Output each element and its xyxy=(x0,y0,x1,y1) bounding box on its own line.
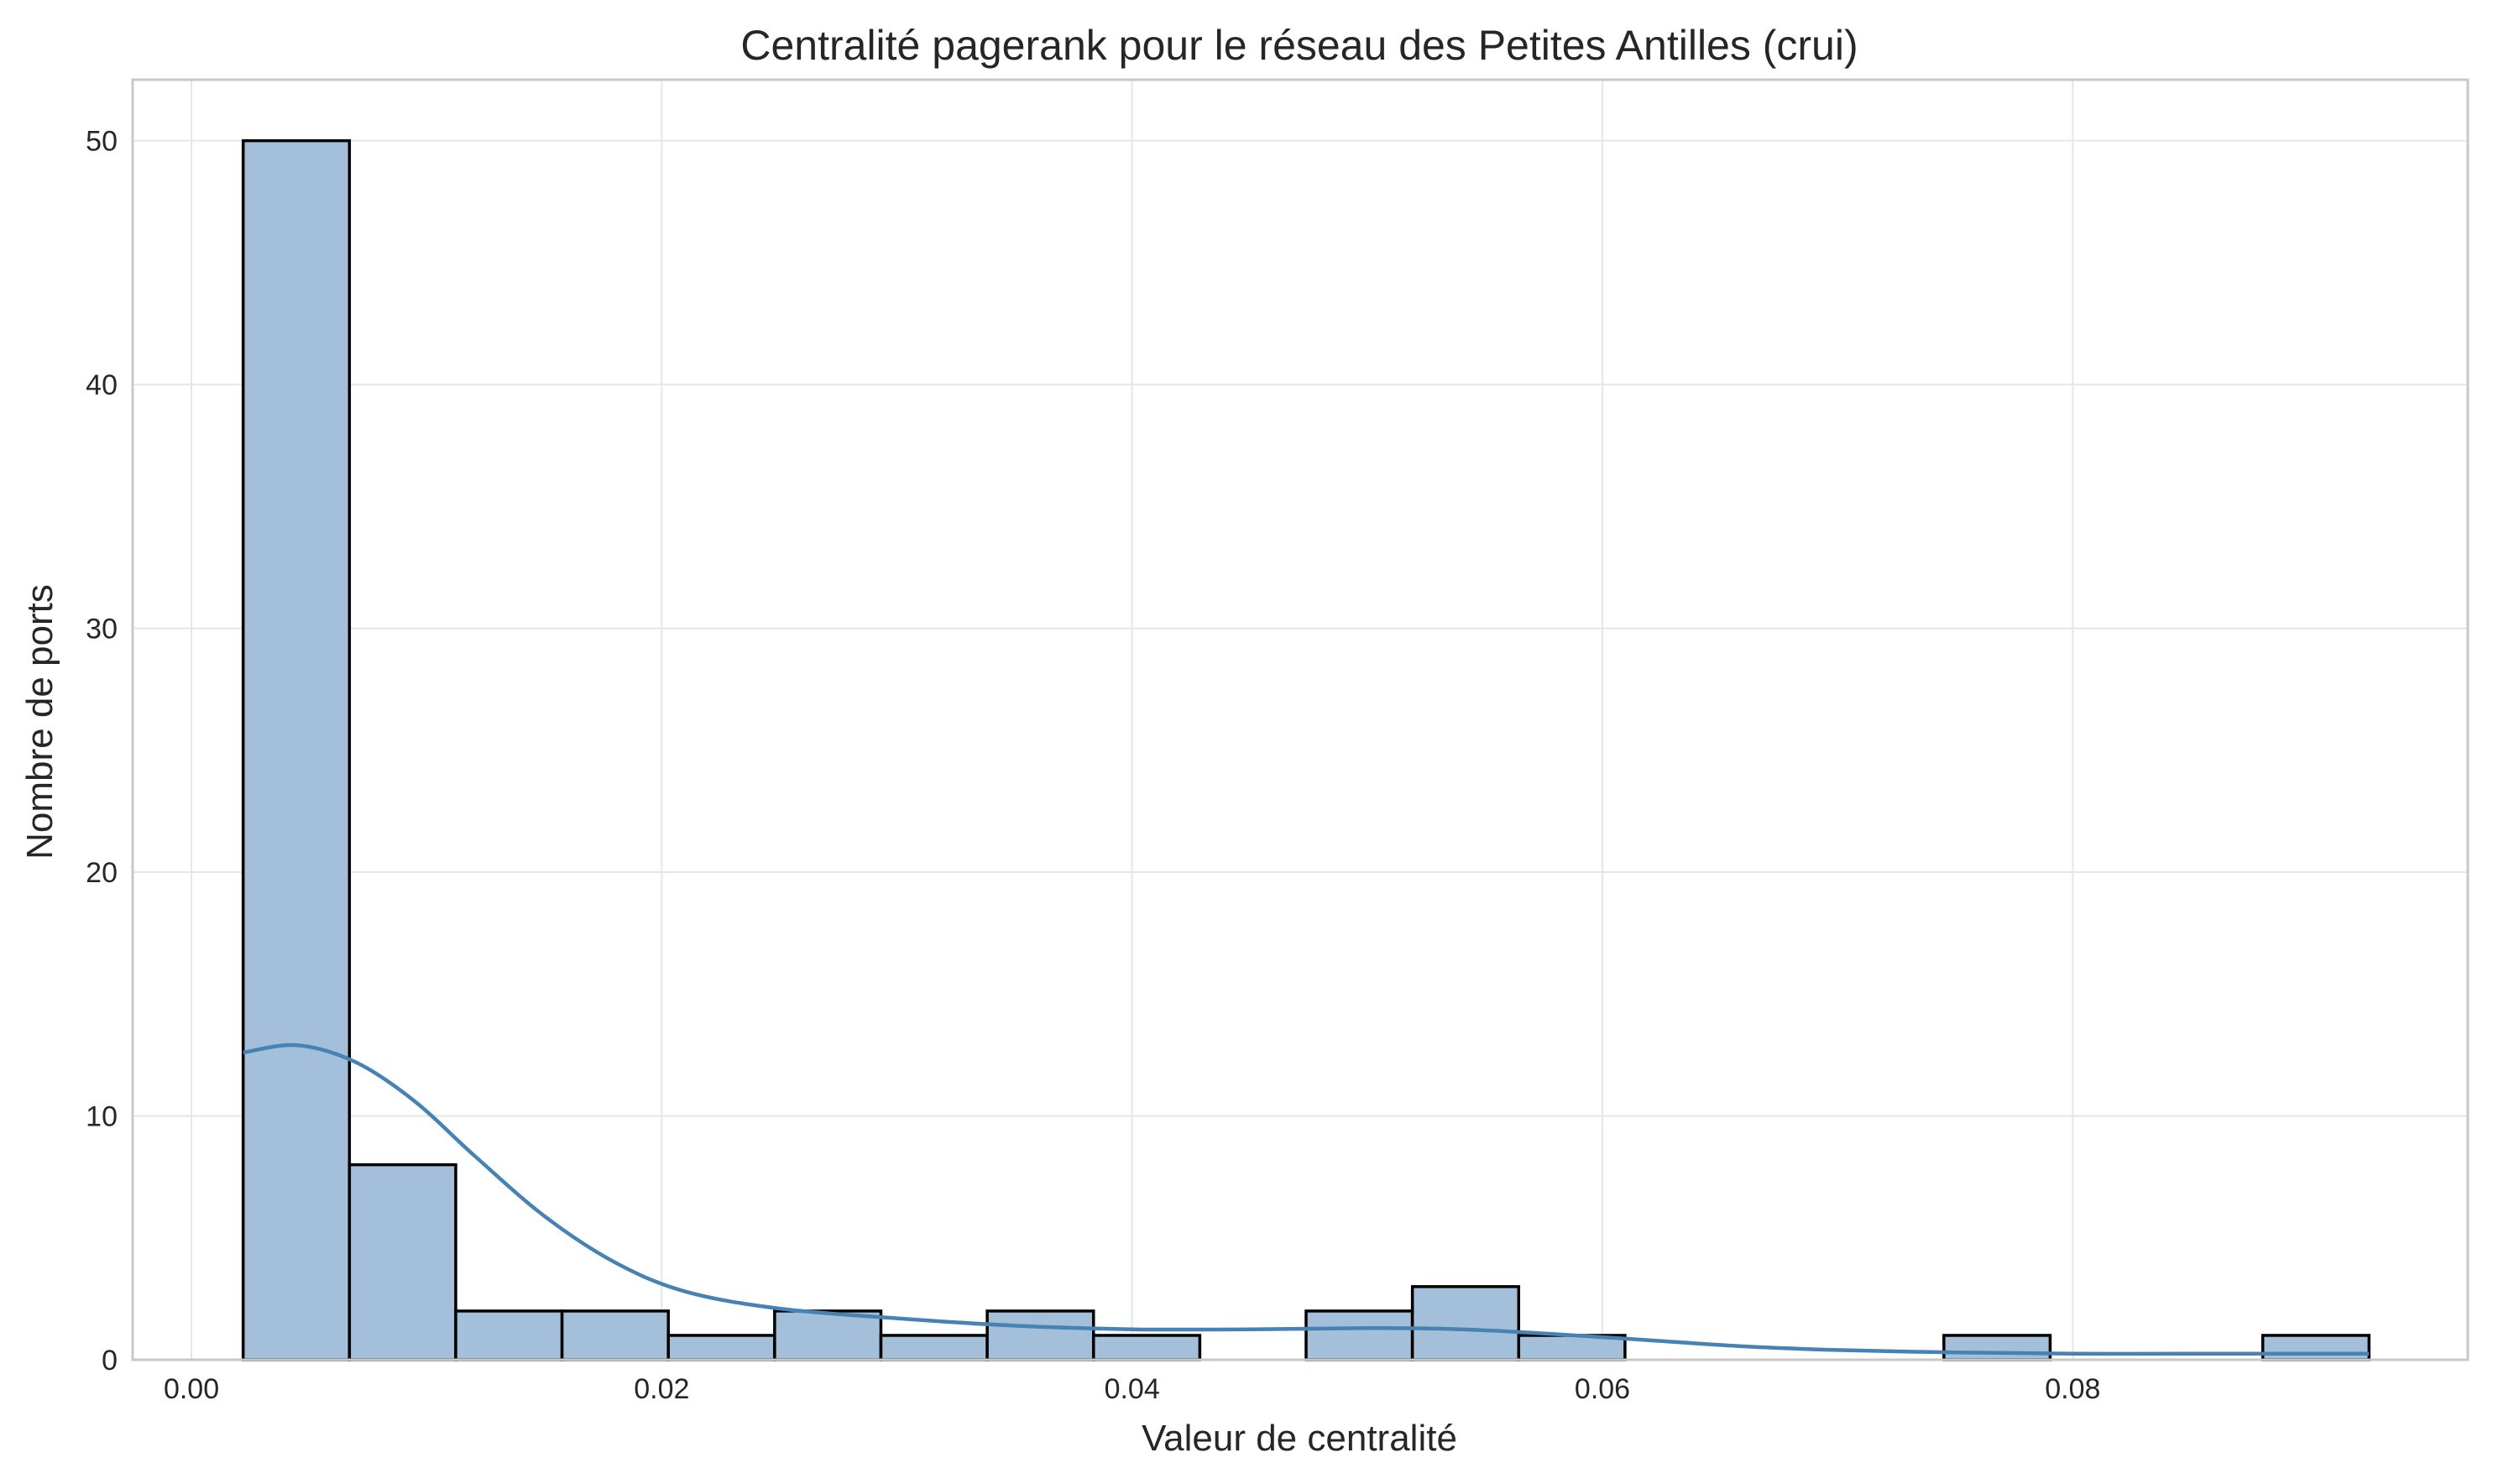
y-axis-label: Nombre de ports xyxy=(19,584,60,860)
y-tick-label: 30 xyxy=(86,614,118,645)
x-tick-label: 0.06 xyxy=(1575,1373,1630,1405)
x-axis-label: Valeur de centralité xyxy=(1142,1418,1457,1459)
histogram-bar xyxy=(348,1163,457,1361)
y-tick-label: 50 xyxy=(86,126,118,158)
grid xyxy=(133,80,2468,1361)
x-tick-label: 0.04 xyxy=(1105,1373,1160,1405)
histogram-bar xyxy=(241,138,352,1361)
x-tick-label: 0.08 xyxy=(2045,1373,2100,1405)
histogram-bar xyxy=(1304,1309,1414,1361)
histogram-bar xyxy=(985,1309,1095,1361)
chart-title: Centralité pagerank pour le réseau des P… xyxy=(740,22,1858,69)
histogram-bar xyxy=(879,1334,989,1361)
histogram-bar xyxy=(1517,1334,1627,1361)
histogram-bar xyxy=(560,1309,670,1361)
histogram-bar xyxy=(1942,1334,2052,1361)
histogram-bar xyxy=(1091,1334,1202,1361)
y-axis-ticks: 0 10 20 30 40 50 xyxy=(86,126,118,1377)
x-tick-label: 0.02 xyxy=(634,1373,689,1405)
histogram-bar xyxy=(1410,1285,1521,1361)
x-axis-ticks: 0.00 0.02 0.04 0.06 0.08 xyxy=(164,1373,2100,1405)
histogram-bar xyxy=(666,1334,776,1361)
histogram-bars xyxy=(241,138,2371,1361)
histogram-bar xyxy=(454,1309,564,1361)
plot-frame xyxy=(131,78,2469,1361)
y-tick-label: 10 xyxy=(86,1101,118,1133)
y-tick-label: 0 xyxy=(102,1345,118,1377)
kde-curve xyxy=(243,1042,2370,1356)
histogram-bar xyxy=(2260,1334,2371,1361)
y-tick-label: 40 xyxy=(86,369,118,401)
y-tick-label: 20 xyxy=(86,857,118,889)
histogram-bar xyxy=(773,1309,883,1361)
x-tick-label: 0.00 xyxy=(164,1373,219,1405)
